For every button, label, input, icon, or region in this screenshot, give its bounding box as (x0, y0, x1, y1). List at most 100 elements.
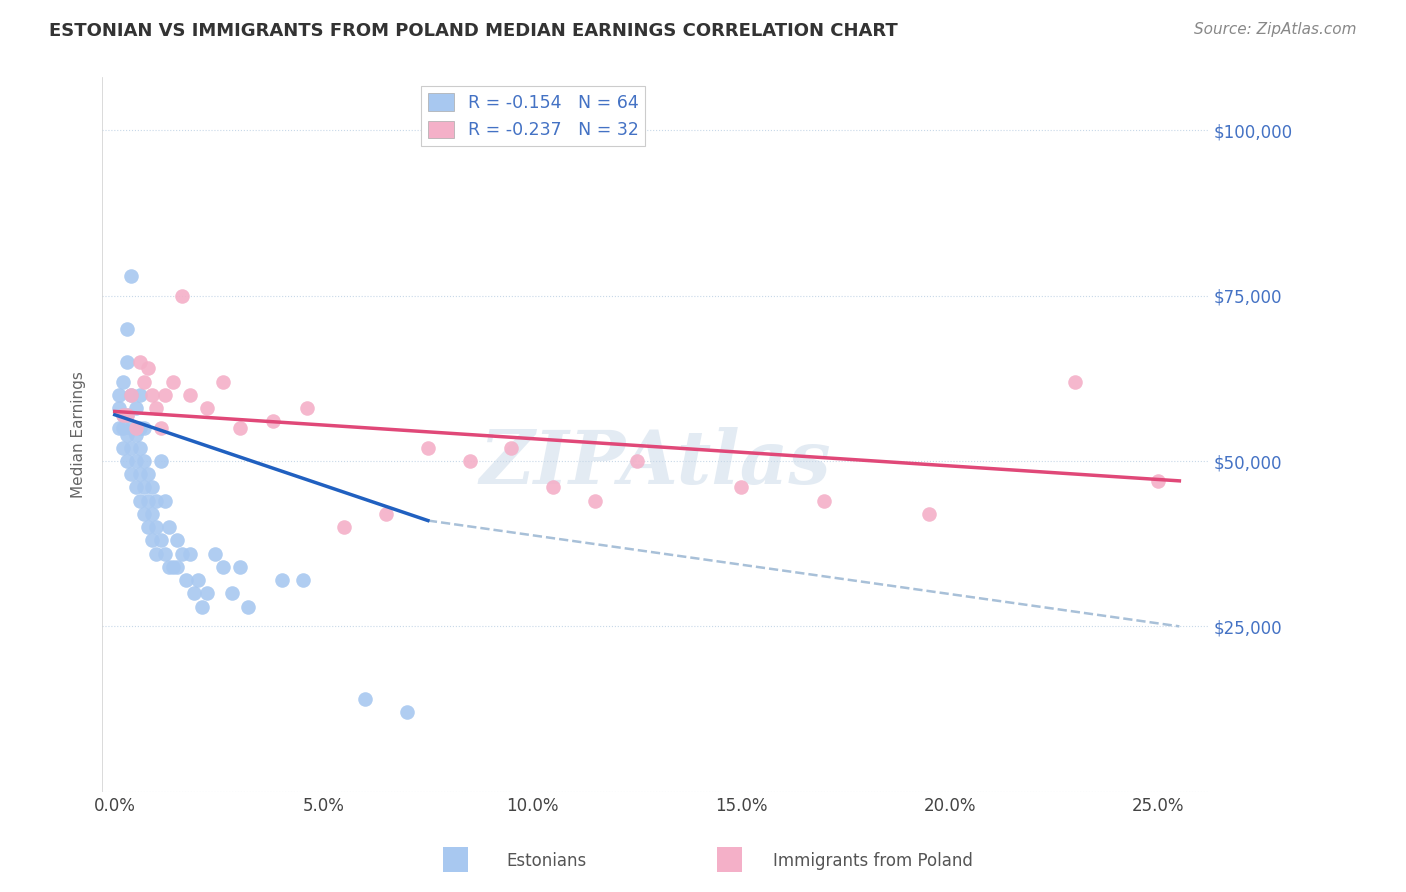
Point (128, 467, 150, 482)
Point (229, 421, 252, 435)
Point (157, 520, 180, 534)
Point (132, 375, 155, 389)
Point (179, 388, 201, 402)
Point (117, 454, 139, 468)
Point (117, 427, 139, 442)
Point (541, 480, 564, 494)
Point (145, 520, 167, 534)
Point (813, 493, 835, 508)
Point (124, 454, 146, 468)
Point (141, 533, 163, 548)
Point (162, 559, 184, 574)
Point (120, 388, 142, 402)
Point (149, 454, 172, 468)
Point (291, 573, 314, 587)
Point (112, 441, 135, 455)
Point (145, 493, 167, 508)
Point (117, 408, 139, 422)
Point (157, 559, 180, 574)
Point (395, 706, 418, 720)
Text: Estonians: Estonians (506, 852, 586, 870)
Point (128, 441, 150, 455)
Point (238, 599, 260, 614)
Point (141, 507, 163, 521)
Point (120, 421, 142, 435)
Point (128, 388, 150, 402)
Point (416, 441, 439, 455)
Point (1064, 375, 1087, 389)
Point (108, 421, 131, 435)
Point (204, 547, 226, 561)
Point (262, 414, 284, 428)
Point (1147, 474, 1170, 488)
Text: Immigrants from Poland: Immigrants from Poland (773, 852, 973, 870)
Point (145, 547, 167, 561)
Point (128, 421, 150, 435)
Point (120, 388, 142, 402)
Text: ESTONIAN VS IMMIGRANTS FROM POLAND MEDIAN EARNINGS CORRELATION CHART: ESTONIAN VS IMMIGRANTS FROM POLAND MEDIA… (49, 22, 898, 40)
Point (136, 361, 159, 376)
Point (918, 507, 941, 521)
Point (195, 401, 218, 416)
Point (120, 441, 142, 455)
Point (120, 467, 142, 482)
Point (112, 421, 135, 435)
Point (141, 388, 163, 402)
Point (117, 408, 139, 422)
Point (124, 401, 146, 416)
Point (124, 427, 146, 442)
Point (212, 559, 235, 574)
Point (136, 467, 159, 482)
Point (626, 454, 648, 468)
Point (117, 322, 139, 336)
Point (583, 493, 606, 508)
Point (166, 533, 188, 548)
Point (162, 375, 184, 389)
Point (212, 375, 235, 389)
Point (501, 441, 523, 455)
Point (170, 288, 193, 302)
Point (112, 408, 135, 422)
Point (136, 520, 159, 534)
Point (149, 533, 172, 548)
Point (187, 573, 209, 587)
Y-axis label: Median Earnings: Median Earnings (72, 371, 86, 498)
Point (117, 355, 139, 369)
Point (183, 586, 205, 600)
Point (170, 547, 193, 561)
Point (108, 401, 131, 416)
Point (270, 573, 292, 587)
Text: Source: ZipAtlas.com: Source: ZipAtlas.com (1194, 22, 1357, 37)
Point (108, 388, 131, 402)
Point (179, 547, 201, 561)
Point (333, 520, 356, 534)
Point (132, 480, 155, 494)
Point (166, 559, 188, 574)
Point (124, 480, 146, 494)
Point (132, 507, 155, 521)
Point (153, 388, 176, 402)
Point (128, 355, 150, 369)
Point (124, 421, 146, 435)
Point (174, 573, 197, 587)
Point (191, 599, 214, 614)
Point (458, 454, 481, 468)
Point (141, 480, 163, 494)
Point (132, 421, 155, 435)
Point (112, 408, 135, 422)
Point (136, 493, 159, 508)
Point (120, 268, 142, 283)
Point (221, 586, 243, 600)
Point (128, 493, 150, 508)
Legend: R = -0.154   N = 64, R = -0.237   N = 32: R = -0.154 N = 64, R = -0.237 N = 32 (420, 87, 645, 146)
Point (149, 421, 172, 435)
Point (229, 559, 252, 574)
Point (354, 692, 377, 706)
Point (375, 507, 398, 521)
Point (295, 401, 318, 416)
Point (145, 401, 167, 416)
Point (132, 454, 155, 468)
Point (195, 586, 218, 600)
Point (153, 547, 176, 561)
Text: ZIPAtlas: ZIPAtlas (479, 427, 831, 500)
